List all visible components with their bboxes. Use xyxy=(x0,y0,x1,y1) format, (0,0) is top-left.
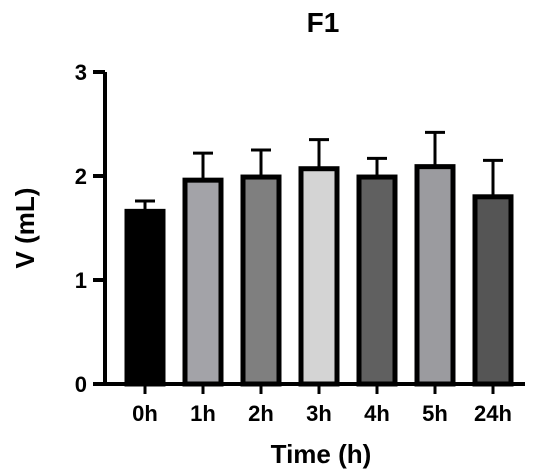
bar xyxy=(240,174,282,387)
bar-group xyxy=(356,156,398,387)
x-axis-label: Time (h) xyxy=(271,439,372,469)
x-tick-label: 3h xyxy=(306,401,332,426)
bar xyxy=(472,194,514,387)
y-tick-label: 3 xyxy=(75,60,87,85)
x-tick-label: 2h xyxy=(248,401,274,426)
x-tick-label: 24h xyxy=(474,401,512,426)
y-tick-label: 1 xyxy=(75,268,87,293)
bar xyxy=(124,208,166,387)
bar xyxy=(356,174,398,387)
bar-group xyxy=(298,138,340,387)
y-tick-label: 0 xyxy=(75,372,87,397)
bar xyxy=(414,164,456,387)
y-axis: 0 1 2 3 xyxy=(75,60,107,397)
bar-group xyxy=(472,158,514,387)
x-tick-labels: 0h 1h 2h 3h 4h 5h 24h xyxy=(132,384,512,426)
y-tick-label: 2 xyxy=(75,164,87,189)
bar-group xyxy=(414,130,456,387)
x-tick-label: 5h xyxy=(422,401,448,426)
bars xyxy=(124,130,514,387)
bar-group xyxy=(182,151,224,387)
y-axis-label: V (mL) xyxy=(10,188,40,269)
bar-group xyxy=(124,199,166,387)
x-tick-label: 1h xyxy=(190,401,216,426)
x-tick-label: 4h xyxy=(364,401,390,426)
x-tick-label: 0h xyxy=(132,401,158,426)
bar xyxy=(298,166,340,387)
chart-title: F1 xyxy=(307,7,340,38)
bar xyxy=(182,177,224,387)
bar-group xyxy=(240,148,282,387)
